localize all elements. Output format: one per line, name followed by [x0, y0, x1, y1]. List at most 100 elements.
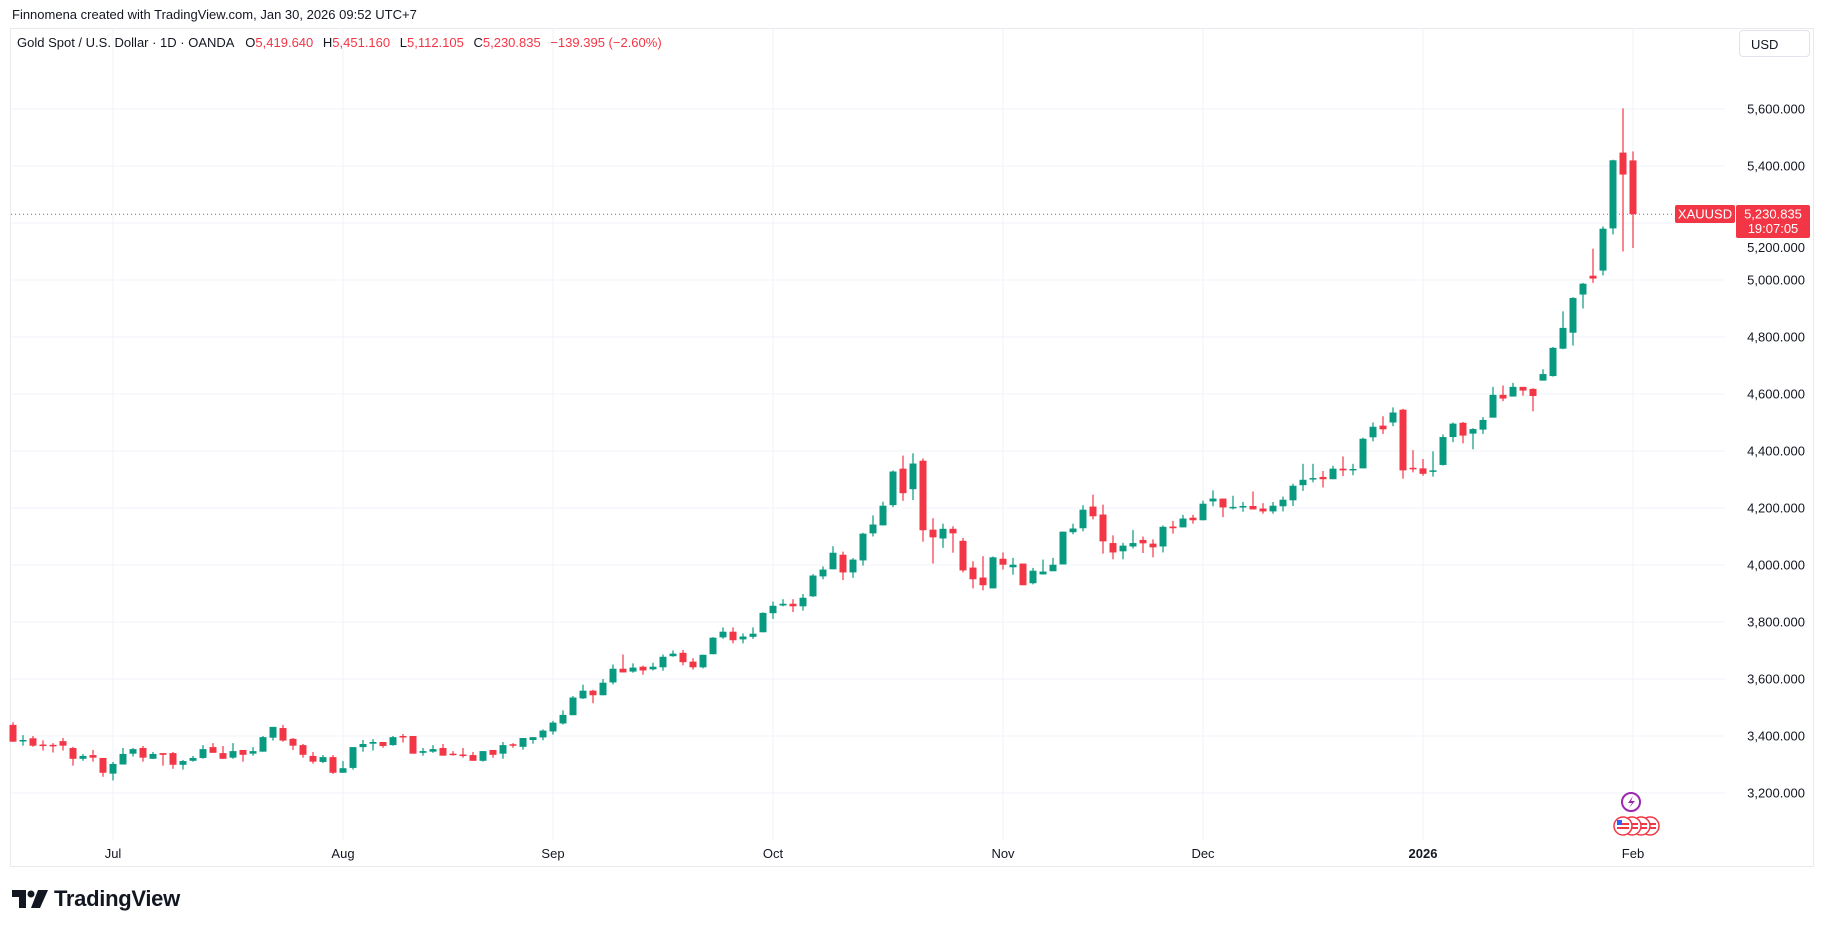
price-tick-label: 4,400.000: [1747, 444, 1805, 459]
candle: [1039, 559, 1047, 575]
candle: [1139, 536, 1147, 554]
candle-body: [1219, 498, 1227, 508]
candle: [979, 556, 987, 591]
candle-body: [1419, 468, 1427, 474]
candle: [1429, 451, 1437, 477]
candle: [1319, 470, 1327, 488]
candle: [1179, 514, 1187, 528]
candle: [1199, 500, 1207, 521]
candle: [119, 747, 127, 765]
candle: [629, 663, 637, 673]
price-tick-label: 5,600.000: [1747, 102, 1805, 117]
candle: [89, 749, 97, 762]
symbol-label-bg: [1675, 205, 1735, 223]
candle-body: [1159, 526, 1167, 547]
candle: [409, 736, 417, 754]
candle: [29, 736, 37, 747]
candle: [19, 735, 27, 746]
candle-body: [1449, 423, 1457, 438]
candle: [1499, 385, 1507, 402]
high-value: 5,451.160: [332, 35, 391, 50]
candle: [1419, 458, 1427, 476]
candle-body: [699, 654, 707, 668]
candle-body: [889, 471, 897, 506]
candle: [1539, 369, 1547, 381]
candle: [1449, 422, 1457, 443]
candle: [169, 751, 177, 769]
flag-canton: [1617, 820, 1622, 825]
flag-stripe: [1617, 823, 1629, 825]
low-label: L: [399, 35, 407, 50]
candle-body: [399, 736, 407, 738]
lightning-event-icon[interactable]: [1621, 792, 1641, 812]
candle: [249, 747, 257, 756]
candle: [1369, 422, 1377, 442]
candle-body: [1129, 543, 1137, 547]
candle-body: [1619, 152, 1627, 175]
candle: [999, 552, 1007, 570]
candle-body: [79, 755, 87, 759]
candle-body: [989, 557, 997, 589]
price-tick-label: 5,400.000: [1747, 159, 1805, 174]
open-label: O: [245, 35, 256, 50]
candle: [1009, 557, 1017, 575]
candle-body: [819, 569, 827, 577]
candle-body: [539, 730, 547, 738]
price-change: −139.395 (−2.60%): [550, 35, 662, 50]
candle-body: [29, 738, 37, 746]
candle: [39, 740, 47, 751]
candle-body: [299, 745, 307, 755]
candle: [939, 523, 947, 548]
candle: [9, 722, 17, 742]
candle-body: [909, 463, 917, 490]
candle-body: [449, 753, 457, 756]
candle: [619, 654, 627, 673]
candle: [199, 745, 207, 759]
candle-body: [959, 540, 967, 571]
candle: [1049, 557, 1057, 572]
candle: [479, 751, 487, 762]
candle: [869, 515, 877, 537]
candle-body: [1229, 506, 1237, 509]
candle-body: [1199, 503, 1207, 521]
candle-body: [1179, 518, 1187, 528]
candle: [229, 743, 237, 759]
candle: [369, 739, 377, 751]
tradingview-logo[interactable]: TradingView: [12, 886, 180, 912]
candle-body: [1389, 412, 1397, 423]
candle-body: [1609, 160, 1617, 229]
candle-body: [389, 737, 397, 746]
currency-button[interactable]: USD: [1739, 30, 1810, 57]
candle-body: [859, 533, 867, 561]
candle-body: [739, 636, 747, 640]
candle-body: [779, 603, 787, 606]
price-tick-label: 3,200.000: [1747, 786, 1805, 801]
candle: [739, 633, 747, 644]
candle: [1229, 495, 1237, 510]
candle: [469, 751, 477, 761]
candle-body: [1239, 506, 1247, 508]
economic-events[interactable]: [1613, 792, 1660, 836]
candle-body: [319, 757, 327, 762]
candle-body: [519, 737, 527, 747]
candle: [559, 710, 567, 725]
symbol-price-label: XAUUSD 5,230.835 19:07:05: [1675, 205, 1810, 238]
candle: [1389, 407, 1397, 427]
candle-body: [529, 737, 537, 740]
candle-body: [899, 468, 907, 494]
time-tick-label: Aug: [331, 846, 354, 861]
candle-body: [1249, 506, 1257, 510]
candle: [659, 654, 667, 671]
candle: [649, 662, 657, 671]
candle-body: [1189, 517, 1197, 521]
candle: [699, 654, 707, 669]
candle: [949, 526, 957, 553]
candle-body: [99, 757, 107, 773]
time-tick-label: Nov: [991, 846, 1015, 861]
candle: [1409, 450, 1417, 473]
candle-body: [559, 714, 567, 724]
candle-body: [799, 597, 807, 607]
us-flag-event-icon[interactable]: [1613, 816, 1633, 836]
candle-body: [479, 751, 487, 761]
